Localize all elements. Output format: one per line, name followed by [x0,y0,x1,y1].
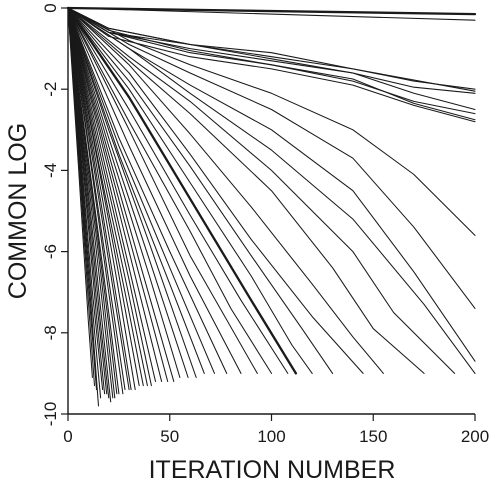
y-tick-label: -8 [41,325,60,340]
y-tick-label: -6 [41,244,60,259]
series-line-34 [67,7,157,383]
series-line-21 [67,7,289,374]
series-line-2 [67,7,476,21]
series-line-31 [67,7,175,383]
series-line-14 [67,7,456,374]
x-tick-label: 150 [359,427,387,446]
x-axis-ticks: 0 50 100 150 200 [63,414,489,446]
series-line-25 [67,7,228,374]
series-line-11 [67,7,476,309]
x-tick-label: 0 [63,427,72,446]
series-line-20 [66,6,298,375]
y-tick-label: -2 [41,82,60,97]
series-line-26 [67,7,216,374]
y-tick-label: -4 [41,163,60,178]
series-line-1 [66,6,477,16]
series-line-18 [67,7,334,374]
series-line-22 [67,7,273,374]
x-axis-title: ITERATION NUMBER [149,456,396,484]
series-line-10 [67,7,476,236]
plot-area [66,6,477,407]
series-line-5 [67,7,476,111]
series-line-39 [67,7,136,391]
x-tick-label: 200 [461,427,489,446]
series-line-7 [67,7,476,121]
series-line-36 [67,7,148,387]
series-line-43 [67,7,124,395]
series-line-41 [67,7,130,391]
series-line-28 [67,7,197,379]
y-tick-label: 0 [41,3,60,12]
series-line-35 [67,7,152,387]
series-line-33 [67,7,163,383]
y-axis-title: COMMON LOG [4,123,32,299]
series-line-19 [67,7,313,374]
series-line-27 [67,7,205,374]
y-tick-label: -10 [41,402,60,427]
series-line-30 [67,7,181,379]
series-line-13 [67,7,476,374]
series-line-17 [67,7,364,374]
series-line-9 [67,7,476,92]
series-line-16 [67,7,384,374]
series-line-32 [67,7,169,383]
series-line-40 [67,7,132,391]
x-tick-label: 50 [160,427,179,446]
y-axis-ticks: 0 -2 -4 -6 -8 -10 [41,3,68,426]
series-line-23 [67,7,258,374]
series-line-8 [67,7,476,123]
x-tick-label: 100 [257,427,285,446]
series-line-29 [67,7,189,379]
series-line-24 [67,7,242,374]
series-line-15 [67,7,425,374]
series-line-57 [67,7,93,379]
series-line-38 [67,7,140,387]
